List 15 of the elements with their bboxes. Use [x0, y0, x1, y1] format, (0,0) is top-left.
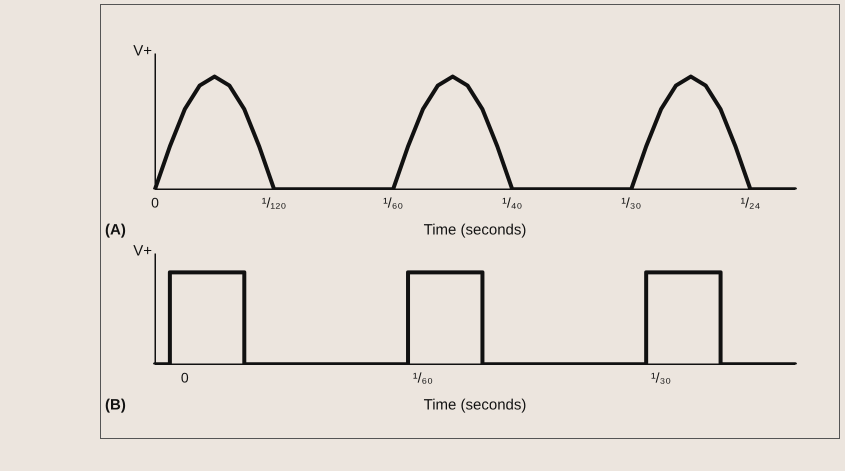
text: (B) — [105, 396, 126, 414]
x-tick-label: ¹/₁₂₀ — [262, 194, 287, 210]
x-tick-label: ¹/₃₀ — [651, 369, 672, 386]
x-axis-title: Time (seconds) — [424, 222, 526, 239]
x-tick-label: 0 — [180, 369, 189, 386]
x-tick-label: ¹/₄₀ — [502, 194, 522, 210]
x-axis-title: Time (seconds) — [424, 396, 526, 414]
y-axis-title: V+ — [133, 42, 152, 60]
x-tick-label: ¹/₆₀ — [412, 369, 434, 386]
x-tick-label: 0 — [151, 194, 160, 210]
y-axis-title: V+ — [133, 242, 152, 260]
x-tick-label: ¹/₂₄ — [740, 194, 760, 210]
text: (A) — [105, 222, 126, 239]
x-tick-label: ¹/₆₀ — [383, 194, 404, 210]
x-tick-label: ¹/₃₀ — [621, 194, 642, 210]
